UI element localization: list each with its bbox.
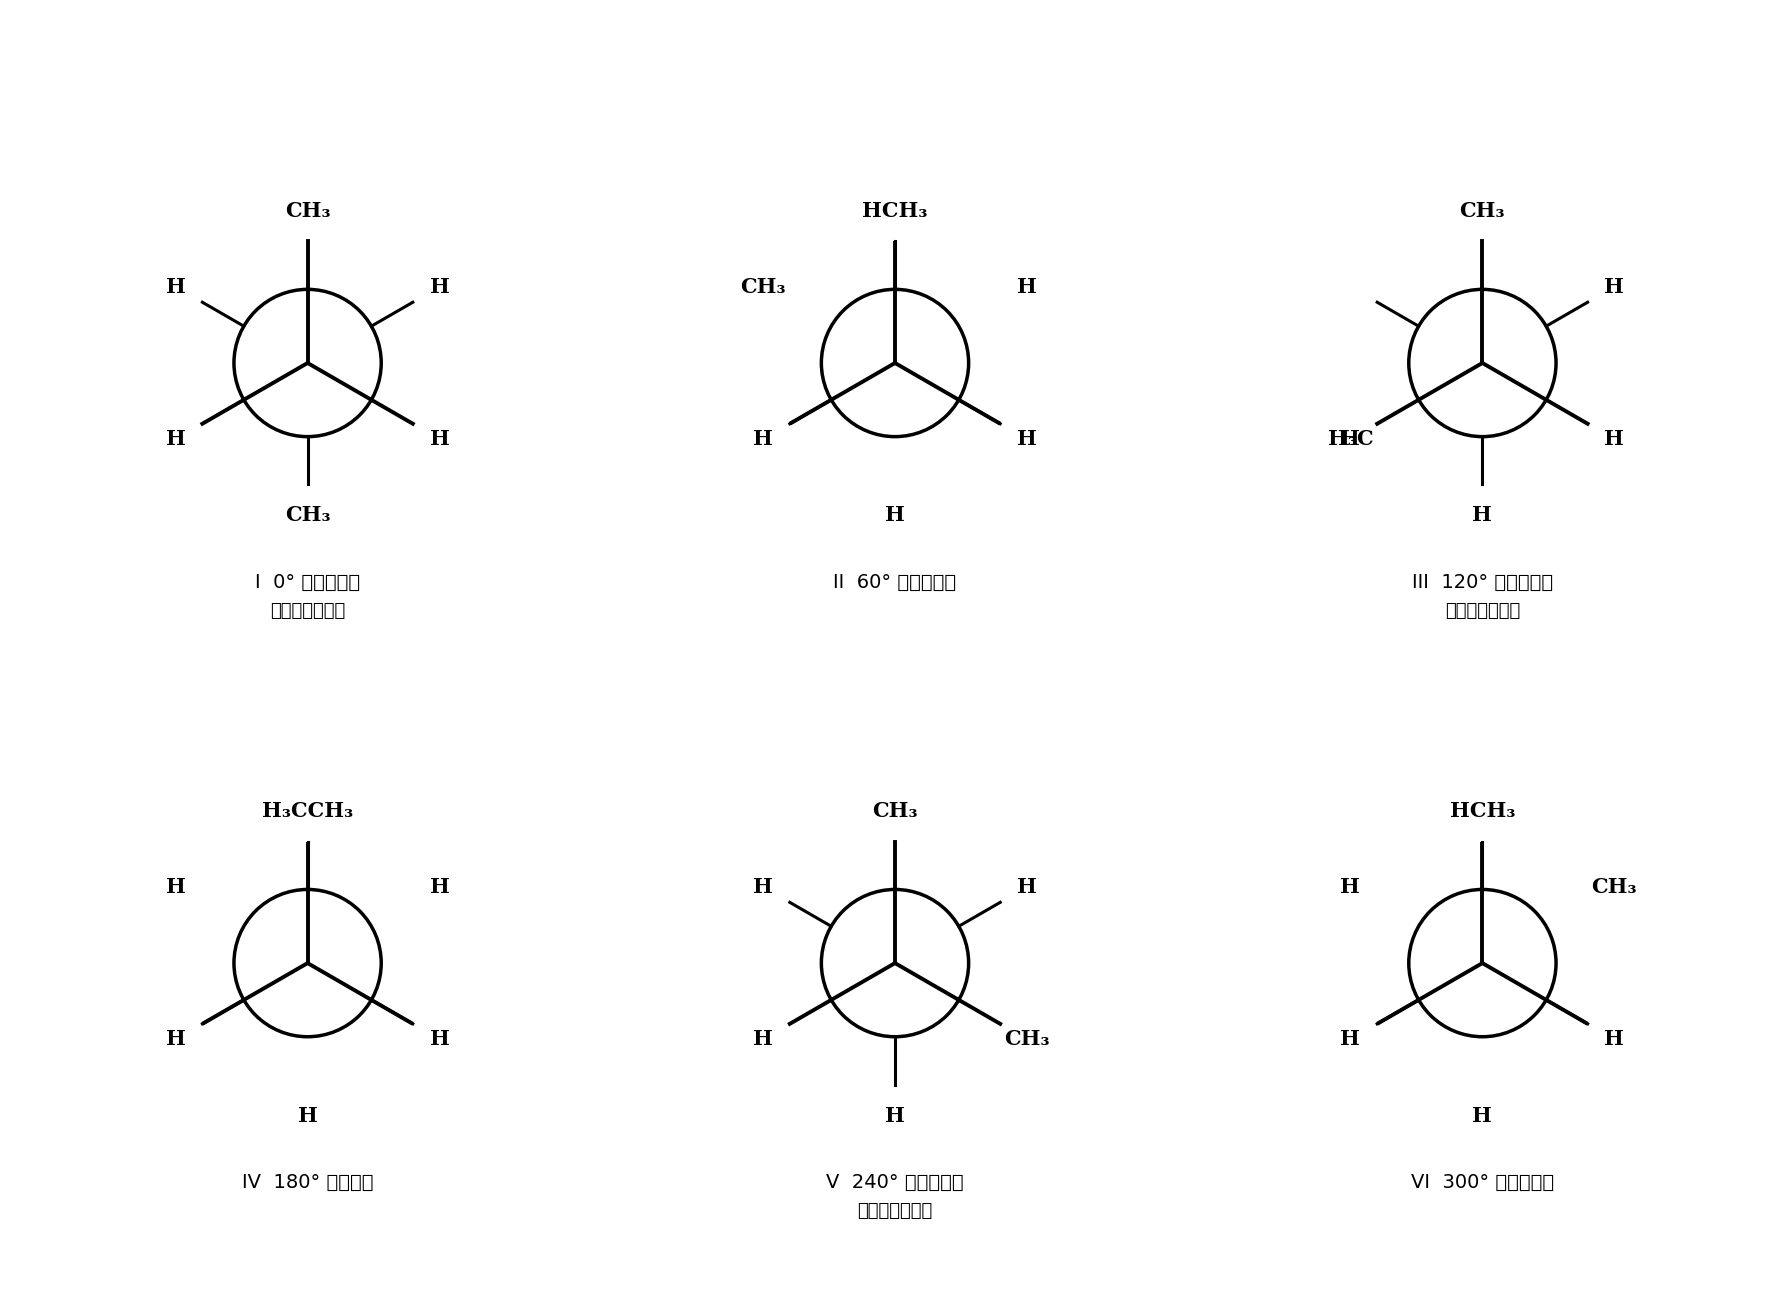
Text: H: H bbox=[1603, 429, 1623, 449]
Text: H₃C: H₃C bbox=[1327, 429, 1372, 449]
Text: H: H bbox=[429, 876, 449, 897]
Text: CH₃: CH₃ bbox=[1004, 1029, 1048, 1050]
Text: HCH₃: HCH₃ bbox=[862, 201, 927, 220]
Text: H: H bbox=[753, 876, 773, 897]
Text: II  60° 部分重叠式: II 60° 部分重叠式 bbox=[834, 572, 955, 592]
Text: H: H bbox=[1340, 429, 1360, 449]
Text: H: H bbox=[429, 429, 449, 449]
Text: VI  300° 部分重叠式: VI 300° 部分重叠式 bbox=[1410, 1174, 1553, 1192]
Text: H: H bbox=[166, 1029, 186, 1050]
Text: H: H bbox=[884, 506, 905, 526]
Text: H: H bbox=[1016, 276, 1036, 297]
Text: V  240° 顺位交叉式: V 240° 顺位交叉式 bbox=[827, 1174, 962, 1192]
Text: H: H bbox=[1472, 1106, 1492, 1125]
Text: CH₃: CH₃ bbox=[741, 276, 785, 297]
Text: （对位交叉式）: （对位交叉式） bbox=[270, 602, 345, 621]
Text: （邻位交叉式）: （邻位交叉式） bbox=[1444, 602, 1519, 621]
Text: H: H bbox=[1603, 1029, 1623, 1050]
Text: H: H bbox=[1340, 1029, 1360, 1050]
Text: H: H bbox=[429, 1029, 449, 1050]
Text: I  0° 反位交叉式: I 0° 反位交叉式 bbox=[254, 572, 360, 592]
Text: H: H bbox=[166, 876, 186, 897]
Text: H: H bbox=[166, 276, 186, 297]
Text: H: H bbox=[1340, 876, 1360, 897]
Text: CH₃: CH₃ bbox=[284, 201, 331, 220]
Text: CH₃: CH₃ bbox=[284, 506, 331, 526]
Text: III  120° 顺位交叉式: III 120° 顺位交叉式 bbox=[1412, 572, 1553, 592]
Text: IV  180° 全重叠式: IV 180° 全重叠式 bbox=[242, 1174, 374, 1192]
Text: H: H bbox=[297, 1106, 317, 1125]
Text: （邻位交叉式）: （邻位交叉式） bbox=[857, 1202, 932, 1221]
Text: H: H bbox=[1016, 876, 1036, 897]
Text: H: H bbox=[1603, 276, 1623, 297]
Text: CH₃: CH₃ bbox=[1458, 201, 1505, 220]
Text: H: H bbox=[753, 1029, 773, 1050]
Text: H: H bbox=[884, 1106, 905, 1125]
Text: CH₃: CH₃ bbox=[871, 801, 918, 820]
Text: H: H bbox=[1016, 429, 1036, 449]
Text: H: H bbox=[166, 429, 186, 449]
Text: HCH₃: HCH₃ bbox=[1449, 801, 1513, 820]
Text: H: H bbox=[429, 276, 449, 297]
Text: CH₃: CH₃ bbox=[1590, 876, 1637, 897]
Text: H₃CCH₃: H₃CCH₃ bbox=[261, 801, 352, 820]
Text: H: H bbox=[753, 429, 773, 449]
Text: H: H bbox=[1472, 506, 1492, 526]
